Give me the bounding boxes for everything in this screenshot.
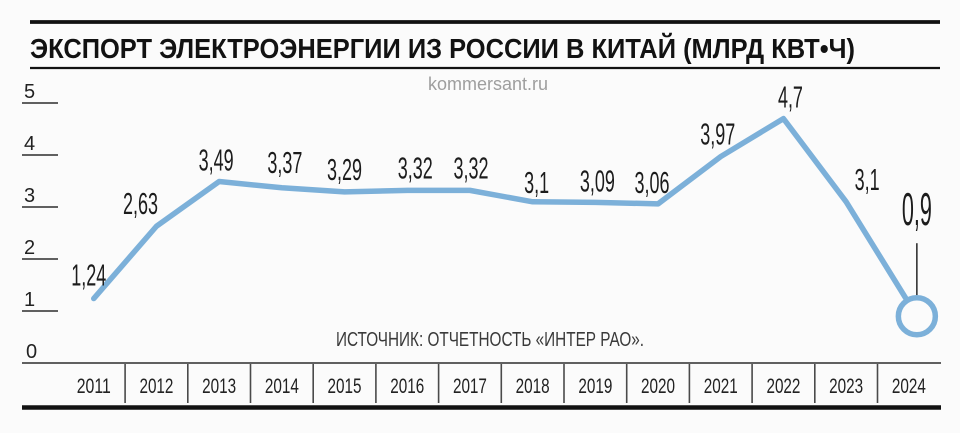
x-axis: 2011 2012 2013 2014 2015 2016 2017 2018 2019 2020… [77, 364, 926, 403]
year-label: 2014 [265, 374, 299, 398]
year-label: 2017 [453, 374, 487, 398]
year-label: 2016 [390, 374, 424, 398]
value-labels: 1,24 2,63 3,49 3,37 3,29 3,32 3,32 3,1 3,09 3,06 3… [71, 80, 932, 293]
value-label: 3,37 [267, 145, 302, 180]
y-axis: 0 1 2 3 4 5 [22, 81, 941, 364]
page-title: ЭКСПОРТ ЭЛЕКТРОЭНЕРГИИ ИЗ РОССИИ В КИТАЙ… [30, 32, 855, 64]
value-label-emphasized: 0,9 [902, 183, 932, 235]
value-label: 3,97 [700, 117, 735, 152]
y-tick-label: 5 [24, 81, 35, 103]
value-label: 3,1 [855, 162, 880, 197]
year-label: 2024 [892, 374, 926, 398]
value-label: 3,09 [580, 163, 615, 198]
year-label: 2018 [516, 374, 550, 398]
y-tick-label: 0 [26, 341, 37, 363]
value-label: 2,63 [123, 186, 158, 221]
year-label: 2012 [139, 374, 173, 398]
year-label: 2021 [704, 374, 738, 398]
watermark: kommersant.ru [428, 74, 548, 94]
line-series [91, 115, 939, 338]
year-label: 2011 [77, 374, 111, 398]
year-label: 2019 [578, 374, 612, 398]
y-tick-label: 3 [24, 185, 35, 207]
last-point-marker [895, 294, 939, 338]
value-label: 3,32 [453, 150, 488, 185]
year-label: 2023 [829, 374, 863, 398]
value-label: 3,49 [199, 143, 234, 178]
year-label: 2013 [202, 374, 236, 398]
year-label: 2020 [641, 374, 675, 398]
y-tick-label: 4 [24, 133, 35, 155]
year-label: 2022 [766, 374, 800, 398]
value-label: 3,06 [635, 165, 670, 200]
value-label: 4,7 [778, 80, 803, 115]
value-label: 3,32 [398, 150, 433, 185]
value-label: 3,29 [327, 152, 362, 187]
value-label: 3,1 [524, 165, 549, 200]
year-label: 2015 [328, 374, 362, 398]
y-tick-label: 2 [24, 237, 35, 259]
value-label: 1,24 [71, 258, 106, 293]
source-note: ИСТОЧНИК: ОТЧЕТНОСТЬ «ИНТЕР РАО». [336, 329, 644, 351]
series-polyline [91, 115, 920, 319]
y-tick-label: 1 [24, 289, 35, 311]
